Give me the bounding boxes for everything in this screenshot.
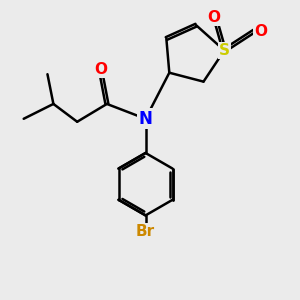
Text: S: S bbox=[219, 43, 230, 58]
Text: O: O bbox=[207, 10, 220, 25]
Text: N: N bbox=[139, 110, 152, 128]
Text: O: O bbox=[94, 62, 107, 77]
Text: O: O bbox=[254, 24, 267, 39]
Text: Br: Br bbox=[136, 224, 155, 239]
